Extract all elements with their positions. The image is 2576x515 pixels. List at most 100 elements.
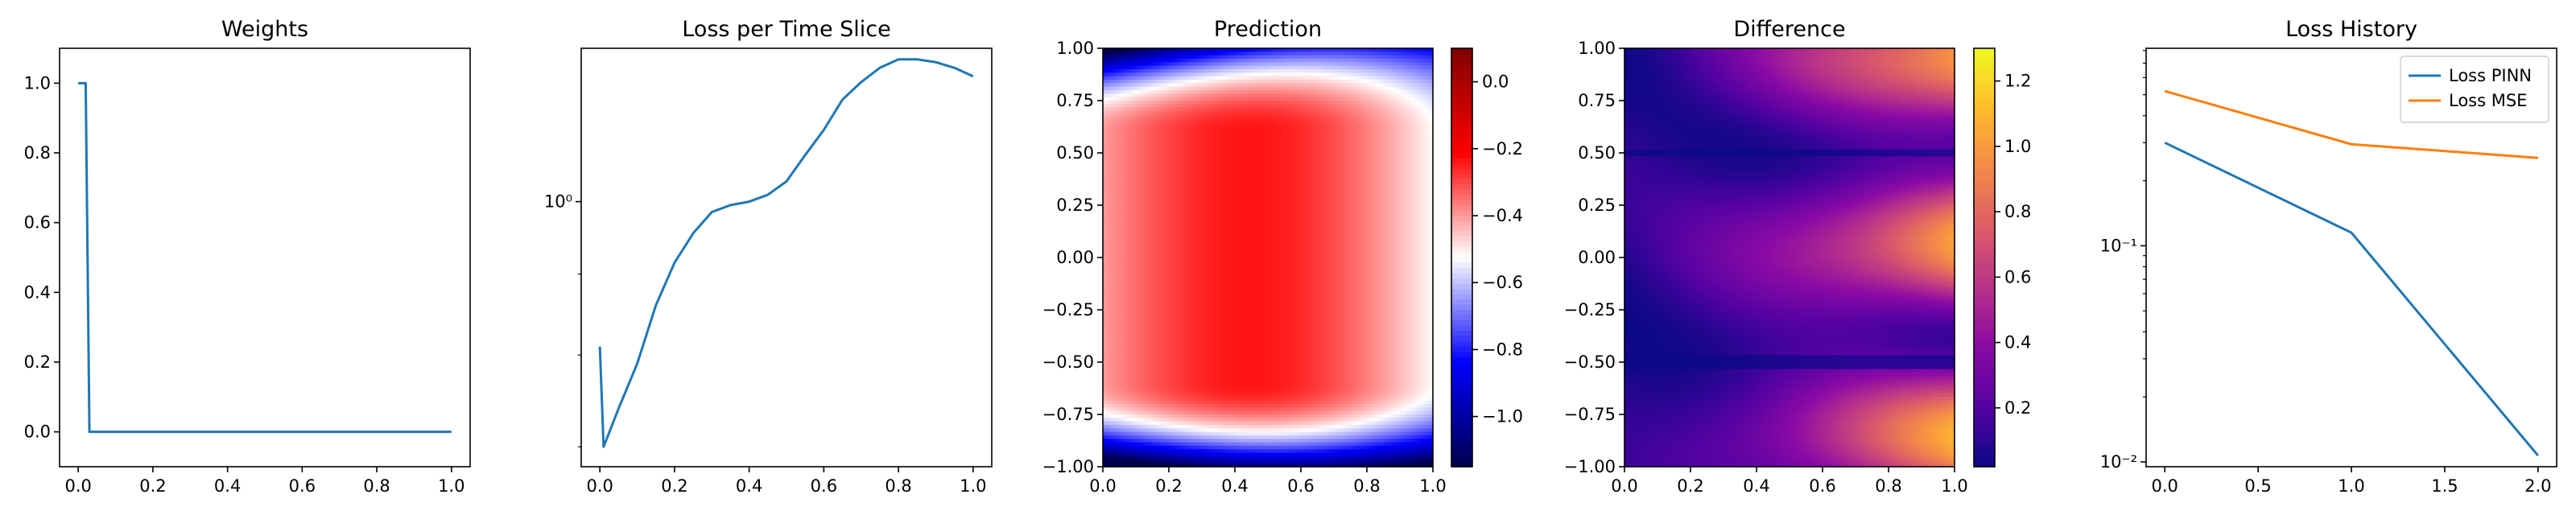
heatmap-cell bbox=[1195, 167, 1199, 171]
heatmap-cell bbox=[1212, 138, 1216, 143]
heatmap-cell bbox=[1152, 212, 1157, 216]
heatmap-cell bbox=[1149, 111, 1154, 115]
heatmap-cell bbox=[1152, 52, 1157, 56]
heatmap-cell bbox=[1202, 414, 1206, 418]
heatmap-cell bbox=[1146, 323, 1150, 328]
heatmap-cell bbox=[1172, 187, 1176, 192]
heatmap-cell bbox=[1208, 117, 1212, 122]
heatmap-cell bbox=[1185, 177, 1190, 182]
heatmap-cell bbox=[1169, 149, 1173, 154]
heatmap-cell bbox=[1119, 48, 1124, 52]
heatmap-cell bbox=[1231, 170, 1236, 175]
heatmap-cell bbox=[1116, 153, 1121, 157]
heatmap-cell bbox=[1149, 439, 1154, 443]
heatmap-cell bbox=[1146, 271, 1150, 276]
heatmap-cell bbox=[1221, 240, 1226, 245]
heatmap-cell bbox=[1116, 114, 1121, 119]
heatmap-cell bbox=[1205, 229, 1209, 234]
heatmap-cell bbox=[1235, 393, 1239, 398]
heatmap-cell bbox=[1113, 86, 1117, 91]
heatmap-cell bbox=[1142, 146, 1146, 150]
heatmap-cell bbox=[1116, 320, 1121, 324]
heatmap-cell bbox=[1228, 195, 1232, 199]
heatmap-cell bbox=[1129, 268, 1133, 272]
heatmap-cell bbox=[1208, 122, 1212, 126]
heatmap-cell bbox=[1198, 219, 1203, 224]
heatmap-cell bbox=[1218, 153, 1223, 157]
heatmap-cell bbox=[1224, 410, 1229, 415]
heatmap-cell bbox=[1106, 264, 1110, 269]
heatmap-cell bbox=[1238, 107, 1242, 112]
heatmap-cell bbox=[1165, 404, 1170, 408]
heatmap-cell bbox=[1235, 400, 1239, 405]
heatmap-cell bbox=[1158, 107, 1163, 112]
heatmap-cell bbox=[1185, 146, 1190, 150]
heatmap-cell bbox=[1228, 191, 1232, 196]
heatmap-cell bbox=[1188, 289, 1193, 293]
heatmap-cell bbox=[1172, 104, 1176, 109]
heatmap-cell bbox=[1158, 334, 1163, 339]
heatmap-cell bbox=[1198, 442, 1203, 447]
heatmap-cell bbox=[1218, 425, 1223, 429]
heatmap-cell bbox=[1205, 410, 1209, 415]
heatmap-cell bbox=[1208, 135, 1212, 140]
heatmap-cell bbox=[1221, 306, 1226, 311]
heatmap-cell bbox=[1224, 425, 1229, 429]
heatmap-cell bbox=[1136, 313, 1140, 318]
heatmap-cell bbox=[1235, 52, 1239, 56]
heatmap-cell bbox=[1165, 184, 1170, 188]
heatmap-cell bbox=[1172, 243, 1176, 248]
heatmap-cell bbox=[1212, 320, 1216, 324]
heatmap-cell bbox=[1218, 407, 1223, 412]
heatmap-cell bbox=[1149, 421, 1154, 426]
heatmap-cell bbox=[1122, 80, 1127, 84]
heatmap-cell bbox=[1182, 138, 1187, 143]
heatmap-cell bbox=[1212, 289, 1216, 293]
heatmap-cell bbox=[1198, 240, 1203, 245]
heatmap-cell bbox=[1155, 201, 1160, 206]
heatmap-cell bbox=[1218, 174, 1223, 178]
heatmap-cell bbox=[1142, 237, 1146, 241]
heatmap-cell bbox=[1205, 383, 1209, 387]
heatmap-cell bbox=[1208, 201, 1212, 206]
heatmap-cell bbox=[1142, 271, 1146, 276]
heatmap-cell bbox=[1172, 274, 1176, 279]
heatmap-cell bbox=[1224, 383, 1229, 387]
heatmap-cell bbox=[1218, 373, 1223, 377]
heatmap-cell bbox=[1152, 303, 1157, 307]
heatmap-cell bbox=[1152, 59, 1157, 63]
heatmap-cell bbox=[1162, 128, 1166, 133]
heatmap-cell bbox=[1235, 459, 1239, 464]
heatmap-cell bbox=[1109, 355, 1113, 360]
heatmap-cell bbox=[1182, 114, 1187, 119]
heatmap-cell bbox=[1185, 59, 1190, 63]
heatmap-cell bbox=[1116, 48, 1121, 52]
heatmap-cell bbox=[1228, 334, 1232, 339]
heatmap-cell bbox=[1158, 386, 1163, 391]
heatmap-cell bbox=[1179, 303, 1183, 307]
heatmap-cell bbox=[1106, 334, 1110, 339]
heatmap-cell bbox=[1172, 55, 1176, 60]
heatmap-cell bbox=[1149, 125, 1154, 130]
heatmap-cell bbox=[1179, 208, 1183, 213]
heatmap-cell bbox=[1142, 156, 1146, 161]
heatmap-cell bbox=[1202, 62, 1206, 67]
heatmap-cell bbox=[1109, 348, 1113, 352]
heatmap-cell bbox=[1158, 132, 1163, 136]
heatmap-cell bbox=[1113, 83, 1117, 88]
heatmap-cell bbox=[1231, 55, 1236, 60]
heatmap-cell bbox=[1119, 456, 1124, 460]
heatmap-cell bbox=[1179, 93, 1183, 98]
heatmap-cell bbox=[1152, 278, 1157, 282]
heatmap-cell bbox=[1228, 180, 1232, 185]
heatmap-cell bbox=[1172, 97, 1176, 101]
y-tick-label: 0.0 bbox=[24, 422, 51, 442]
heatmap-cell bbox=[1218, 125, 1223, 130]
heatmap-cell bbox=[1221, 122, 1226, 126]
heatmap-cell bbox=[1191, 93, 1196, 98]
heatmap-cell bbox=[1212, 104, 1216, 109]
heatmap-cell bbox=[1158, 407, 1163, 412]
axes-frame bbox=[59, 47, 471, 468]
heatmap-cell bbox=[1202, 72, 1206, 77]
heatmap-cell bbox=[1179, 331, 1183, 335]
